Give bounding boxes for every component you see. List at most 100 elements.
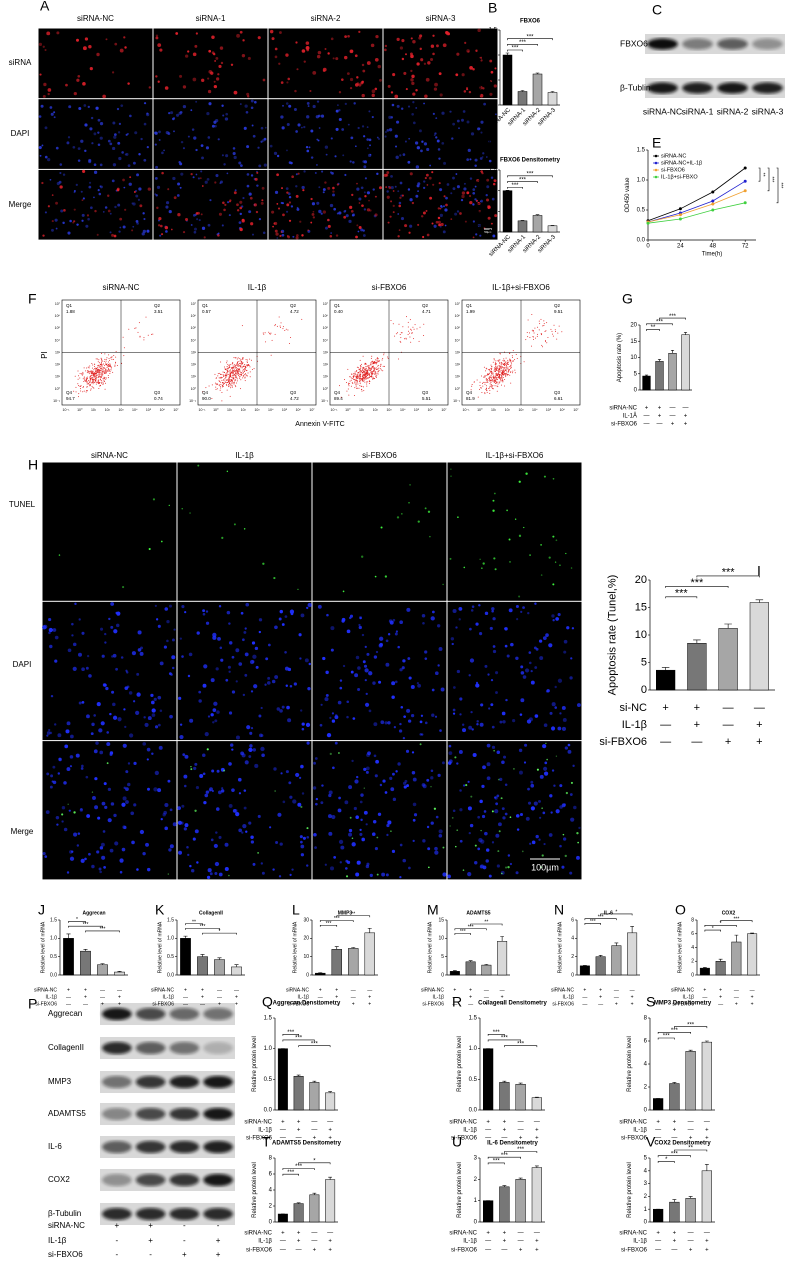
cell xyxy=(229,199,232,202)
blot-band xyxy=(102,1207,132,1221)
cell xyxy=(480,839,485,844)
cell xyxy=(362,234,366,237)
cell xyxy=(450,192,453,195)
error-bar xyxy=(724,623,732,629)
event xyxy=(510,371,512,373)
cell xyxy=(543,475,546,478)
cell xyxy=(151,700,155,705)
event xyxy=(507,363,509,365)
event xyxy=(229,377,231,379)
quadrant-value: 4.72 xyxy=(290,396,299,401)
cell xyxy=(199,177,202,180)
cell xyxy=(205,621,210,625)
cell xyxy=(563,650,567,654)
cell xyxy=(484,611,489,616)
condition-mark: + xyxy=(501,994,504,1000)
condition-mark: — xyxy=(296,1136,302,1142)
event xyxy=(94,374,96,376)
event xyxy=(357,376,359,378)
event xyxy=(101,380,103,382)
cell xyxy=(187,674,191,678)
cell xyxy=(407,719,412,723)
cell xyxy=(338,90,342,94)
y-tick-label: 20 xyxy=(630,323,637,329)
cell xyxy=(154,143,157,146)
cell xyxy=(168,210,172,214)
cell xyxy=(46,734,49,737)
cell xyxy=(316,138,319,141)
significance-label: ** xyxy=(192,919,196,925)
bar xyxy=(687,643,707,691)
cell xyxy=(329,752,332,756)
error-bar xyxy=(318,972,323,974)
condition-mark: + xyxy=(486,1231,490,1237)
event xyxy=(372,378,374,380)
cell xyxy=(300,853,305,857)
y-tick-label: 2 xyxy=(571,954,574,960)
cell xyxy=(236,203,239,207)
significance-label: *** xyxy=(778,182,784,188)
cell xyxy=(508,538,511,541)
cell xyxy=(122,225,126,229)
cell xyxy=(278,617,282,621)
event xyxy=(95,383,97,385)
event xyxy=(496,373,498,375)
significance-bracket xyxy=(584,923,601,925)
cell xyxy=(480,703,484,707)
cell xyxy=(426,825,430,829)
cell xyxy=(486,776,491,781)
cell xyxy=(397,190,400,193)
cell xyxy=(467,806,472,811)
error-bar xyxy=(693,639,701,644)
event xyxy=(359,379,361,381)
event xyxy=(94,380,96,382)
bar xyxy=(277,1048,288,1111)
event xyxy=(510,382,512,384)
event xyxy=(240,362,242,364)
event xyxy=(483,376,485,378)
cell xyxy=(131,202,134,205)
event xyxy=(499,368,501,370)
condition-mark: — xyxy=(501,1136,507,1142)
event xyxy=(358,380,360,382)
event xyxy=(408,332,410,334)
cell xyxy=(280,231,283,233)
cell xyxy=(179,74,183,78)
event xyxy=(537,326,539,328)
cell xyxy=(538,639,543,643)
event xyxy=(102,382,104,384)
cell xyxy=(449,110,452,113)
cell xyxy=(51,780,54,783)
event xyxy=(498,367,500,369)
event xyxy=(85,391,87,393)
error-bar xyxy=(502,1185,507,1187)
significance-label: *** xyxy=(511,183,519,189)
condition-mark: - xyxy=(217,1221,220,1230)
cell xyxy=(305,722,311,727)
cell xyxy=(190,109,193,112)
cell xyxy=(67,648,72,653)
event xyxy=(226,371,228,373)
event xyxy=(396,332,398,334)
cell xyxy=(336,110,339,113)
event xyxy=(375,368,377,370)
cell xyxy=(394,94,399,99)
cell xyxy=(84,857,87,861)
event xyxy=(114,365,116,367)
cell xyxy=(363,160,368,164)
band-label: β-Tublin xyxy=(620,82,651,92)
event xyxy=(533,332,535,334)
event xyxy=(106,357,108,359)
event xyxy=(495,365,497,367)
cell xyxy=(205,790,210,794)
cell xyxy=(480,120,484,124)
cell xyxy=(93,714,96,717)
flow-tick-label: 10³ xyxy=(254,408,260,412)
event xyxy=(406,316,408,318)
cell xyxy=(232,151,236,156)
cell xyxy=(398,201,402,205)
cell xyxy=(520,610,523,613)
cell xyxy=(442,761,445,765)
event xyxy=(533,338,535,340)
event xyxy=(556,338,558,340)
